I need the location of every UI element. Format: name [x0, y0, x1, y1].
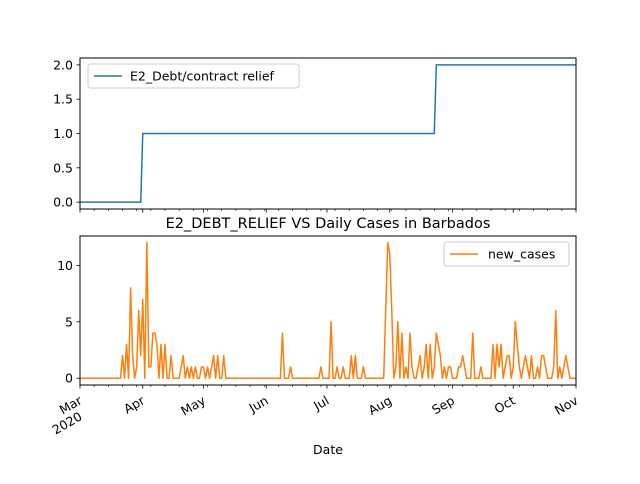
- bottom-chart-title: E2_DEBT_RELIEF VS Daily Cases in Barbado…: [166, 216, 491, 232]
- bottom-legend: new_cases: [443, 241, 570, 267]
- top-y-tick-label: 2.0: [53, 57, 73, 72]
- top-y-tick-label: 1.5: [53, 92, 73, 107]
- bottom-plot-frame: [79, 235, 577, 386]
- top-y-tick-label: 0.0: [53, 195, 73, 210]
- top-legend: E2_Debt/contract relief: [87, 63, 300, 89]
- x-axis-label: Date: [313, 442, 343, 457]
- bottom-y-axis-ticks: 0 5 10: [57, 258, 80, 386]
- bottom-y-tick-label: 10: [57, 258, 73, 273]
- top-y-tick-label: 1.0: [53, 126, 73, 141]
- top-plot-frame: [79, 57, 577, 210]
- top-y-tick-label: 0.5: [53, 160, 73, 175]
- bottom-x-tick-label: Jul: [310, 393, 331, 414]
- bottom-subplot: E2_DEBT_RELIEF VS Daily Cases in Barbado…: [49, 216, 581, 457]
- top-y-axis-ticks: 0.0 0.5 1.0 1.5 2.0: [53, 57, 80, 210]
- series-line-new-cases: [80, 242, 576, 379]
- bottom-y-tick-label: 5: [65, 314, 73, 329]
- bottom-y-tick-label: 0: [65, 371, 73, 386]
- top-subplot: 0.0 0.5 1.0 1.5 2.0 E2_Debt/contract relief: [53, 57, 577, 213]
- bottom-legend-box: [443, 241, 570, 267]
- top-legend-label: E2_Debt/contract relief: [130, 69, 275, 84]
- series-line-debt-relief: [80, 64, 576, 203]
- bottom-legend-label: new_cases: [488, 247, 555, 262]
- top-legend-box: [87, 63, 300, 89]
